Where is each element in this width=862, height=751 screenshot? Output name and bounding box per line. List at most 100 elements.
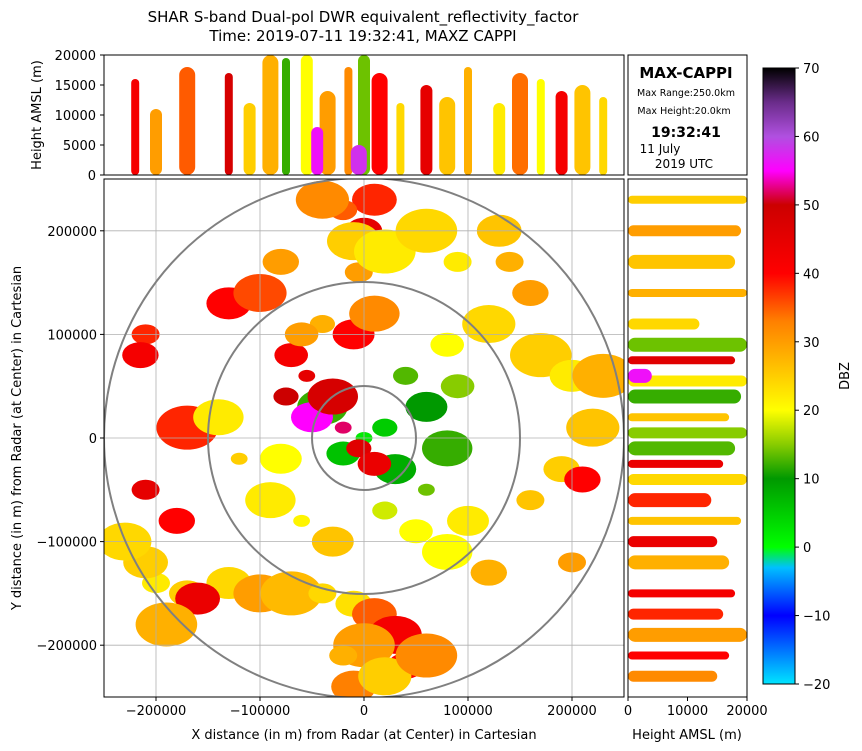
- echo-cell: [334, 421, 352, 434]
- top-echo-column: [179, 67, 196, 175]
- echo-cell: [399, 519, 433, 544]
- echo-cell: [372, 501, 398, 520]
- colorbar-label: DBZ: [838, 362, 853, 390]
- range-rings: [104, 179, 624, 697]
- top-echo-column: [311, 127, 324, 175]
- top-echo-column: [319, 91, 336, 175]
- right-echo-row: [628, 318, 700, 330]
- right-echo-row: [628, 473, 747, 485]
- top-echo-column: [574, 85, 591, 175]
- top-echo-column: [512, 73, 528, 175]
- top-panel-ylabel: Height AMSL (m): [30, 60, 45, 170]
- top-echo-column: [224, 73, 233, 175]
- echo-cell: [293, 514, 310, 527]
- right-echo-row: [628, 225, 742, 237]
- info-date: 11 July: [640, 142, 681, 156]
- top-echo-column: [243, 103, 256, 175]
- info-time: 19:32:41: [651, 125, 721, 141]
- echo-cell: [395, 633, 458, 678]
- y-tick-label: 200000: [47, 225, 97, 240]
- top-echo-column: [464, 67, 472, 175]
- top-echo-column: [371, 73, 388, 175]
- right-echo-row: [628, 288, 747, 297]
- info-year-tz: 2019 UTC: [655, 157, 713, 171]
- top-echo-column: [555, 91, 568, 175]
- right-echo-row: [628, 254, 736, 269]
- top-echo-column: [396, 103, 405, 175]
- x-tick-label: 200000: [547, 704, 597, 719]
- right-echo-row: [628, 670, 718, 682]
- echo-cell: [262, 248, 299, 275]
- main-plot-xticks: −200000 −100000 0 100000 200000: [126, 697, 597, 719]
- figure-title-line1: SHAR S-band Dual-pol DWR equivalent_refl…: [148, 8, 580, 27]
- top-echo-column: [344, 67, 353, 175]
- y-tick-label: 100000: [47, 328, 97, 343]
- info-box: [627, 54, 748, 176]
- x-tick-label: 100000: [443, 704, 493, 719]
- right-echo-row: [628, 651, 730, 660]
- top-y-tick-label: 0: [88, 169, 96, 184]
- echo-cell: [273, 387, 299, 406]
- echo-cell: [572, 353, 624, 398]
- colorbar-tick-label: −20: [803, 678, 830, 693]
- colorbar-tick-label: 50: [803, 199, 820, 214]
- echo-cell: [349, 295, 400, 332]
- echo-cell: [516, 490, 545, 511]
- echo-cell: [566, 408, 620, 447]
- echo-cell: [230, 452, 248, 465]
- right-echo-row: [628, 608, 724, 620]
- echo-cell: [308, 583, 337, 604]
- info-heading: MAX-CAPPI: [639, 64, 732, 82]
- range-ring: [207, 281, 521, 595]
- echo-cell: [122, 342, 159, 369]
- right-echo-row: [628, 555, 730, 570]
- echo-cell: [418, 483, 435, 496]
- echo-cell: [443, 251, 472, 272]
- right-panel-xticks: 0 10000 20000: [624, 697, 768, 719]
- colorbar-tick-label: 30: [803, 336, 820, 351]
- echo-cell: [175, 582, 221, 615]
- echo-cell: [259, 443, 302, 474]
- right-echo-row: [628, 493, 712, 508]
- echo-cell: [346, 439, 372, 458]
- right-echo-row: [628, 441, 736, 456]
- info-max-height: Max Height:20.0km: [637, 106, 730, 117]
- echo-cell: [158, 507, 195, 534]
- colorbar-tick-label: 10: [803, 473, 820, 488]
- right-panel-echoes: [628, 195, 747, 682]
- echo-cell: [564, 466, 601, 493]
- echo-cell: [245, 482, 296, 519]
- figure-title-line2: Time: 2019-07-11 19:32:41, MAXZ CAPPI: [208, 27, 516, 45]
- echo-cell: [135, 602, 198, 647]
- echo-cell: [495, 251, 524, 272]
- colorbar-tick-label: 20: [803, 404, 820, 419]
- top-y-tick-label: 5000: [63, 139, 96, 154]
- right-echo-row: [628, 589, 736, 598]
- right-echo-row: [628, 368, 652, 383]
- right-echo-row: [628, 627, 747, 642]
- info-max-range: Max Range:250.0km: [637, 88, 735, 99]
- main-plot-yticks: −200000 −100000 0 100000 200000: [36, 225, 104, 654]
- top-echo-column: [358, 55, 370, 175]
- echo-cell: [193, 399, 244, 436]
- echo-cell: [295, 180, 349, 219]
- y-tick-label: −100000: [36, 536, 97, 551]
- echo-cell: [393, 366, 419, 385]
- echo-cell: [422, 533, 473, 570]
- y-tick-label: 0: [89, 432, 97, 447]
- right-echo-row: [628, 459, 724, 468]
- right-panel-xlabel: Height AMSL (m): [632, 728, 742, 743]
- x-tick-label: −200000: [126, 704, 187, 719]
- right-x-tick-label: 10000: [667, 704, 708, 719]
- echo-cell: [470, 559, 507, 586]
- right-x-tick-label: 20000: [726, 704, 767, 719]
- y-tick-label: −200000: [36, 639, 97, 654]
- top-echo-column: [420, 85, 433, 175]
- echo-cell: [512, 279, 549, 306]
- right-echo-row: [628, 375, 747, 387]
- echo-cell: [131, 479, 160, 500]
- top-echo-column: [150, 109, 162, 175]
- main-plot-xlabel: X distance (in m) from Radar (at Center)…: [191, 728, 536, 743]
- top-echo-column: [282, 58, 290, 175]
